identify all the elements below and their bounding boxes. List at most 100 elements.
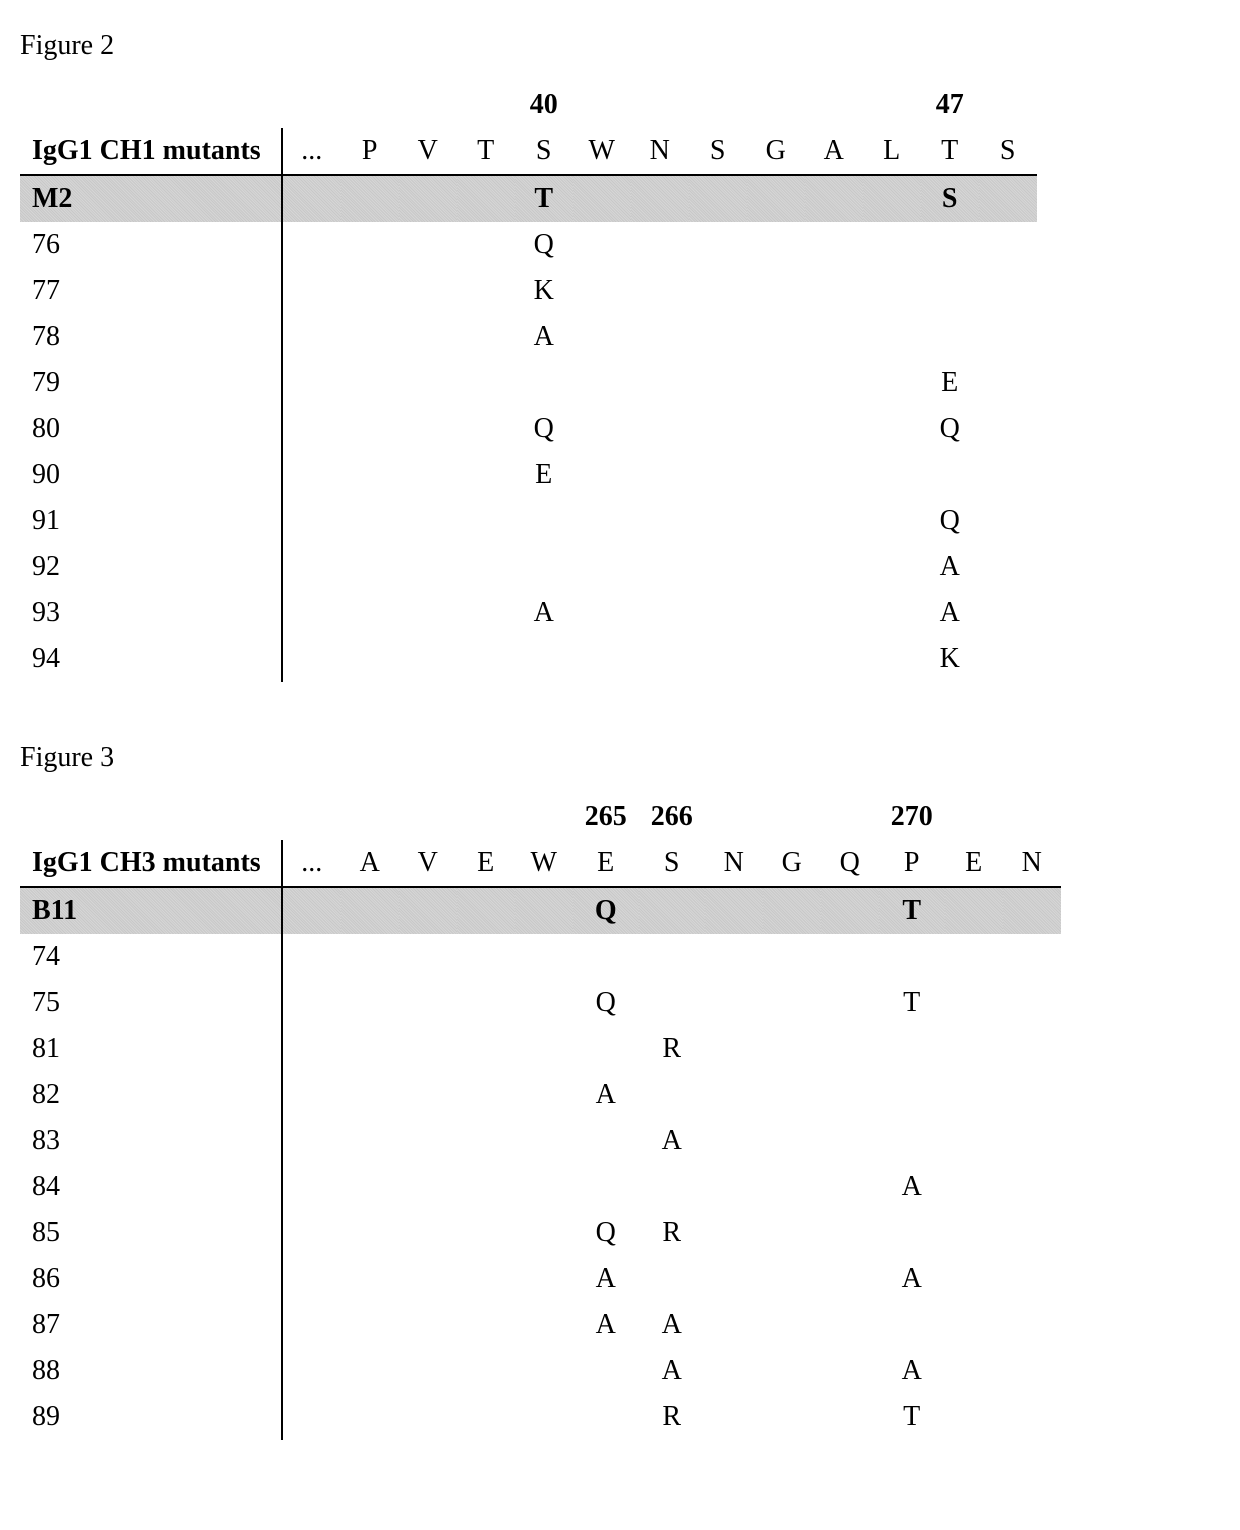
figure-3-mutant-row: 75QT — [20, 980, 1061, 1026]
figure-2-mutant-row: 92A — [20, 544, 1037, 590]
figure-3-mutant-cell — [515, 934, 573, 980]
figure-2-mutant-cell — [399, 314, 457, 360]
figure-2-mutant-cell — [979, 360, 1037, 406]
figure-3-mutant-cell — [879, 1302, 945, 1348]
figure-3-mutant-cell — [1003, 980, 1061, 1026]
figure-2-residue-cell: ... — [282, 128, 341, 175]
figure-3-mutant-cell — [639, 980, 705, 1026]
figure-2-mutant-cell: A — [921, 544, 979, 590]
figure-2-residue-cell: T — [921, 128, 979, 175]
figure-3-mutant-cell — [945, 934, 1003, 980]
figure-2-mutant-cell — [979, 590, 1037, 636]
figure-2-mutant-cell — [863, 406, 921, 452]
figure-2-position-cell: 47 — [921, 82, 979, 128]
figure-2-mutant-cell — [631, 360, 689, 406]
figure-3-mutant-cell — [515, 1210, 573, 1256]
figure-2-header-label: IgG1 CH1 mutants — [20, 128, 282, 175]
figure-2-mutant-cell — [689, 544, 747, 590]
figure-2-highlight-cell — [282, 175, 341, 222]
figure-3-mutant-cell — [457, 1348, 515, 1394]
figure-2-mutant-row: 76Q — [20, 222, 1037, 268]
figure-3-mutant-cell — [821, 1348, 879, 1394]
figure-3-mutant-cell — [821, 1118, 879, 1164]
figure-3-position-cell — [705, 794, 763, 840]
figure-2-mutant-cell — [805, 222, 863, 268]
figure-3-mutant-cell — [879, 1026, 945, 1072]
figure-2-mutant-cell — [805, 452, 863, 498]
figure-3-mutant-cell — [399, 1164, 457, 1210]
figure-2-mutant-row: 90E — [20, 452, 1037, 498]
figure-2-mutant-cell — [747, 314, 805, 360]
figure-2-residue-cell: V — [399, 128, 457, 175]
figure-3-mutant-cell: Q — [573, 980, 639, 1026]
figure-3-mutant-cell — [1003, 1164, 1061, 1210]
figure-3-label: Figure 3 — [20, 742, 1220, 774]
figure-3-mutant-cell — [1003, 1210, 1061, 1256]
figure-2-highlight-cell — [747, 175, 805, 222]
figure-3-mutant-cell — [705, 1394, 763, 1440]
figure-2-mutant-cell — [805, 406, 863, 452]
figure-3-residue-cell: P — [879, 840, 945, 887]
figure-2-mutant-cell — [689, 590, 747, 636]
figure-3-mutant-cell — [282, 1348, 341, 1394]
figure-3-mutant-cell — [705, 1026, 763, 1072]
figure-2-mutant-cell — [689, 314, 747, 360]
figure-3-mutant-cell — [282, 1302, 341, 1348]
figure-2-mutant-cell — [457, 314, 515, 360]
figure-3-mutant-row: 89RT — [20, 1394, 1061, 1440]
figure-3-mutant-cell — [573, 1026, 639, 1072]
figure-3-mutant-cell — [945, 1164, 1003, 1210]
figure-2-mutant-cell — [399, 590, 457, 636]
figure-2-mutant-cell — [747, 590, 805, 636]
figure-2-residue-cell: A — [805, 128, 863, 175]
figure-3-mutant-cell — [515, 1118, 573, 1164]
figure-3-mutant-cell — [341, 1210, 399, 1256]
figure-3-residue-cell: ... — [282, 840, 341, 887]
figure-3-mutant-cell — [639, 1256, 705, 1302]
figure-3-mutant-cell — [457, 1072, 515, 1118]
figure-2-mutant-cell — [341, 360, 399, 406]
figure-2-residue-cell: L — [863, 128, 921, 175]
figure-3-mutant-cell — [573, 1164, 639, 1210]
figure-3-mutant-cell — [399, 1348, 457, 1394]
figure-3-mutant-cell — [515, 1256, 573, 1302]
figure-3-mutant-cell — [282, 1210, 341, 1256]
figure-3-mutant-cell — [821, 1164, 879, 1210]
figure-2-residue-cell: P — [341, 128, 399, 175]
figure-3-mutant-id: 88 — [20, 1348, 282, 1394]
figure-2-position-cell — [282, 82, 341, 128]
figure-3-mutant-cell — [763, 1164, 821, 1210]
figure-3-mutant-cell — [341, 1394, 399, 1440]
figure-3-residue-cell: E — [457, 840, 515, 887]
figure-2-position-cell — [631, 82, 689, 128]
figure-3-mutant-cell — [1003, 1118, 1061, 1164]
figure-3-mutant-cell — [341, 934, 399, 980]
figure-3-mutant-cell — [399, 1072, 457, 1118]
figure-3-mutant-cell — [945, 1210, 1003, 1256]
figure-3-mutant-cell — [763, 1118, 821, 1164]
figure-2-position-cell — [979, 82, 1037, 128]
figure-2-mutant-cell — [457, 544, 515, 590]
figure-3-highlight-cell — [399, 887, 457, 934]
figure-3-position-cell — [1003, 794, 1061, 840]
figure-3-mutant-cell — [705, 1164, 763, 1210]
figure-2-mutant-id: 93 — [20, 590, 282, 636]
figure-3-mutant-cell — [705, 1302, 763, 1348]
figure-2-mutant-cell — [282, 360, 341, 406]
figure-3-mutant-cell — [282, 1026, 341, 1072]
figure-3-mutant-cell — [573, 1348, 639, 1394]
figure-3-mutant-cell — [341, 980, 399, 1026]
figure-2-mutant-cell — [573, 222, 631, 268]
figure-3-mutant-row: 74 — [20, 934, 1061, 980]
figure-3-mutant-cell: A — [639, 1118, 705, 1164]
figure-3-mutant-cell: T — [879, 980, 945, 1026]
figure-2-mutant-cell — [631, 268, 689, 314]
figure-2-mutant-cell — [399, 268, 457, 314]
figure-3: Figure 3 265266270IgG1 CH3 mutants...AVE… — [20, 742, 1220, 1440]
figure-2-mutant-cell — [979, 314, 1037, 360]
figure-2-highlight-cell: T — [515, 175, 573, 222]
figure-2-mutant-cell — [863, 360, 921, 406]
figure-3-mutant-cell — [573, 934, 639, 980]
figure-2-mutant-cell — [457, 636, 515, 682]
figure-2-mutant-id: 78 — [20, 314, 282, 360]
